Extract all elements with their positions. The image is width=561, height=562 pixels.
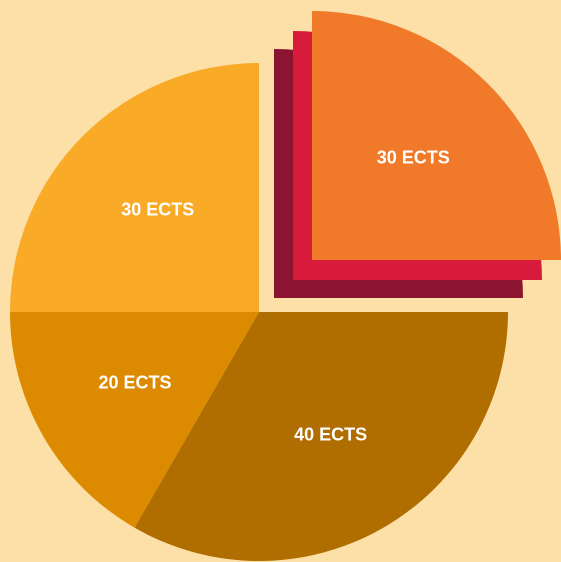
slice-label: 40 ECTS bbox=[294, 425, 367, 445]
slice-label: 30 ECTS bbox=[121, 200, 194, 220]
pie-slice bbox=[10, 312, 259, 528]
pie-slice bbox=[134, 312, 508, 561]
pie-slice bbox=[10, 63, 259, 312]
slice-label: 30 ECTS bbox=[377, 148, 450, 168]
pie-slice bbox=[312, 11, 561, 260]
slice-label: 20 ECTS bbox=[98, 372, 171, 392]
